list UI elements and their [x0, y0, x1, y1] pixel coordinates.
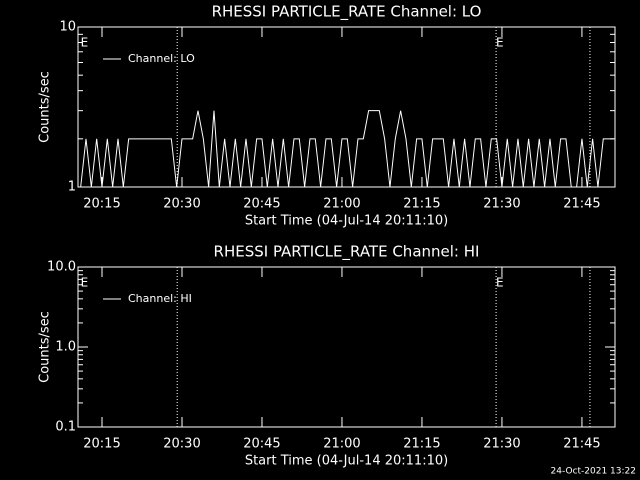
x-tick-label: 21:45: [563, 437, 600, 452]
x-tick-label: 21:00: [323, 197, 360, 212]
data-line: [80, 110, 614, 188]
event-marker: E: [81, 276, 89, 290]
legend-label: Channel: LO: [128, 52, 195, 65]
x-tick-label: 21:45: [563, 197, 600, 212]
y-tick-label: 10: [59, 20, 76, 35]
x-tick-label: 21:30: [483, 197, 520, 212]
x-tick-label: 21:30: [483, 437, 520, 452]
plot-frame: [77, 26, 616, 188]
legend-label: Channel: HI: [128, 292, 192, 305]
event-marker: E: [496, 276, 504, 290]
y-tick-label: 10.0: [47, 260, 76, 275]
footer: 24-Oct-2021 13:22: [551, 467, 636, 477]
x-tick-label: 21:00: [323, 437, 360, 452]
x-tick-label: 21:15: [403, 437, 440, 452]
x-tick-label: 20:15: [83, 437, 120, 452]
x-axis-label: Start Time (04-Jul-14 20:11:10): [245, 214, 448, 229]
y-tick-label: 1.0: [55, 340, 76, 355]
y-axis-label: Counts/sec: [38, 71, 53, 143]
y-tick-label: 0.1: [55, 420, 76, 435]
x-tick-label: 20:45: [243, 437, 280, 452]
y-axis-label: Counts/sec: [38, 311, 53, 383]
plot-frame: [77, 266, 616, 428]
event-marker: E: [496, 36, 504, 50]
x-tick-label: 21:15: [403, 197, 440, 212]
x-tick-label: 20:45: [243, 197, 280, 212]
event-marker: E: [81, 36, 89, 50]
y-tick-label: 1: [68, 180, 76, 195]
x-tick-label: 20:30: [163, 197, 200, 212]
chart-title: RHESSI PARTICLE_RATE Channel: LO: [212, 3, 482, 22]
x-axis-label: Start Time (04-Jul-14 20:11:10): [245, 454, 448, 469]
x-tick-label: 20:15: [83, 197, 120, 212]
chart-title: RHESSI PARTICLE_RATE Channel: HI: [214, 243, 480, 262]
x-tick-label: 20:30: [163, 437, 200, 452]
